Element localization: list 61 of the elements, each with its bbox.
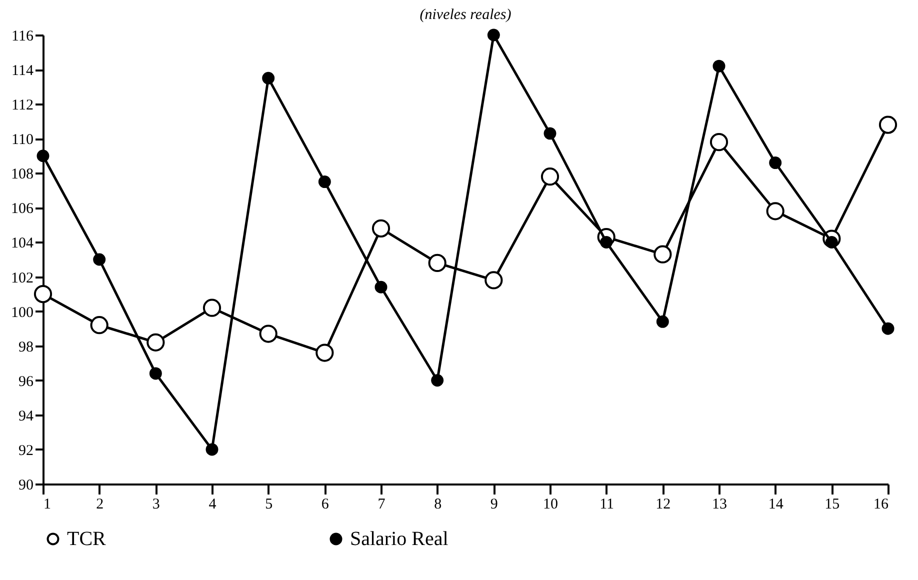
x-tick-label: 16	[874, 496, 889, 512]
point	[431, 374, 444, 387]
chart-title: (niveles reales)	[420, 6, 512, 23]
x-tick-label: 8	[434, 496, 442, 512]
point	[544, 127, 556, 140]
x-tick-label: 14	[768, 496, 784, 512]
x-tick-label: 10	[543, 496, 558, 512]
y-tick-label: 94	[18, 408, 34, 424]
x-tick-label: 7	[378, 496, 386, 512]
x-tick-label: 1	[44, 496, 51, 512]
point	[202, 298, 222, 317]
x-tick-label: 2	[96, 496, 104, 512]
point	[654, 245, 672, 264]
point	[656, 315, 669, 328]
x-tick-label: 13	[712, 496, 727, 512]
y-tick-label: 92	[18, 442, 34, 459]
point	[316, 344, 334, 362]
point	[882, 322, 894, 335]
y-tick-label: 90	[18, 478, 34, 494]
point	[766, 202, 784, 220]
point	[149, 367, 162, 380]
point	[34, 284, 52, 304]
legend-label: Salario Real	[350, 528, 449, 550]
y-tick-label: 114	[12, 63, 34, 80]
y-tick-label: 100	[11, 304, 34, 321]
point	[484, 271, 503, 290]
x-tick-label: 6	[321, 496, 330, 512]
point	[710, 133, 728, 152]
point	[769, 156, 782, 170]
point	[318, 176, 331, 188]
y-tick-label: 106	[11, 201, 34, 218]
point	[712, 60, 726, 72]
x-tick-label: 4	[208, 496, 217, 512]
point	[372, 219, 390, 238]
point	[878, 116, 898, 134]
point	[262, 72, 275, 84]
point	[487, 28, 500, 42]
y-tick-label: 96	[18, 374, 34, 390]
point	[93, 253, 106, 266]
y-tick-label: 116	[12, 28, 34, 44]
point	[428, 254, 446, 272]
point	[540, 168, 560, 186]
y-tick-label: 98	[18, 339, 34, 356]
x-tick-label: 9	[490, 496, 498, 512]
x-tick-label: 11	[600, 496, 614, 512]
x-tick-label: 3	[152, 496, 160, 512]
point	[206, 443, 218, 456]
y-tick-label: 112	[12, 98, 34, 114]
point	[146, 333, 165, 352]
point	[90, 316, 108, 334]
y-tick-label: 104	[11, 236, 34, 252]
y-tick-label: 108	[11, 166, 34, 183]
y-tick-label: 102	[11, 270, 34, 286]
x-tick-label: 12	[656, 496, 671, 512]
point	[374, 280, 388, 294]
x-tick-label: 5	[265, 496, 273, 512]
point	[36, 150, 50, 162]
point	[259, 324, 278, 343]
y-tick-label: 110	[12, 132, 34, 148]
legend-label: TCR	[67, 528, 107, 550]
x-tick-label: 15	[824, 496, 840, 512]
